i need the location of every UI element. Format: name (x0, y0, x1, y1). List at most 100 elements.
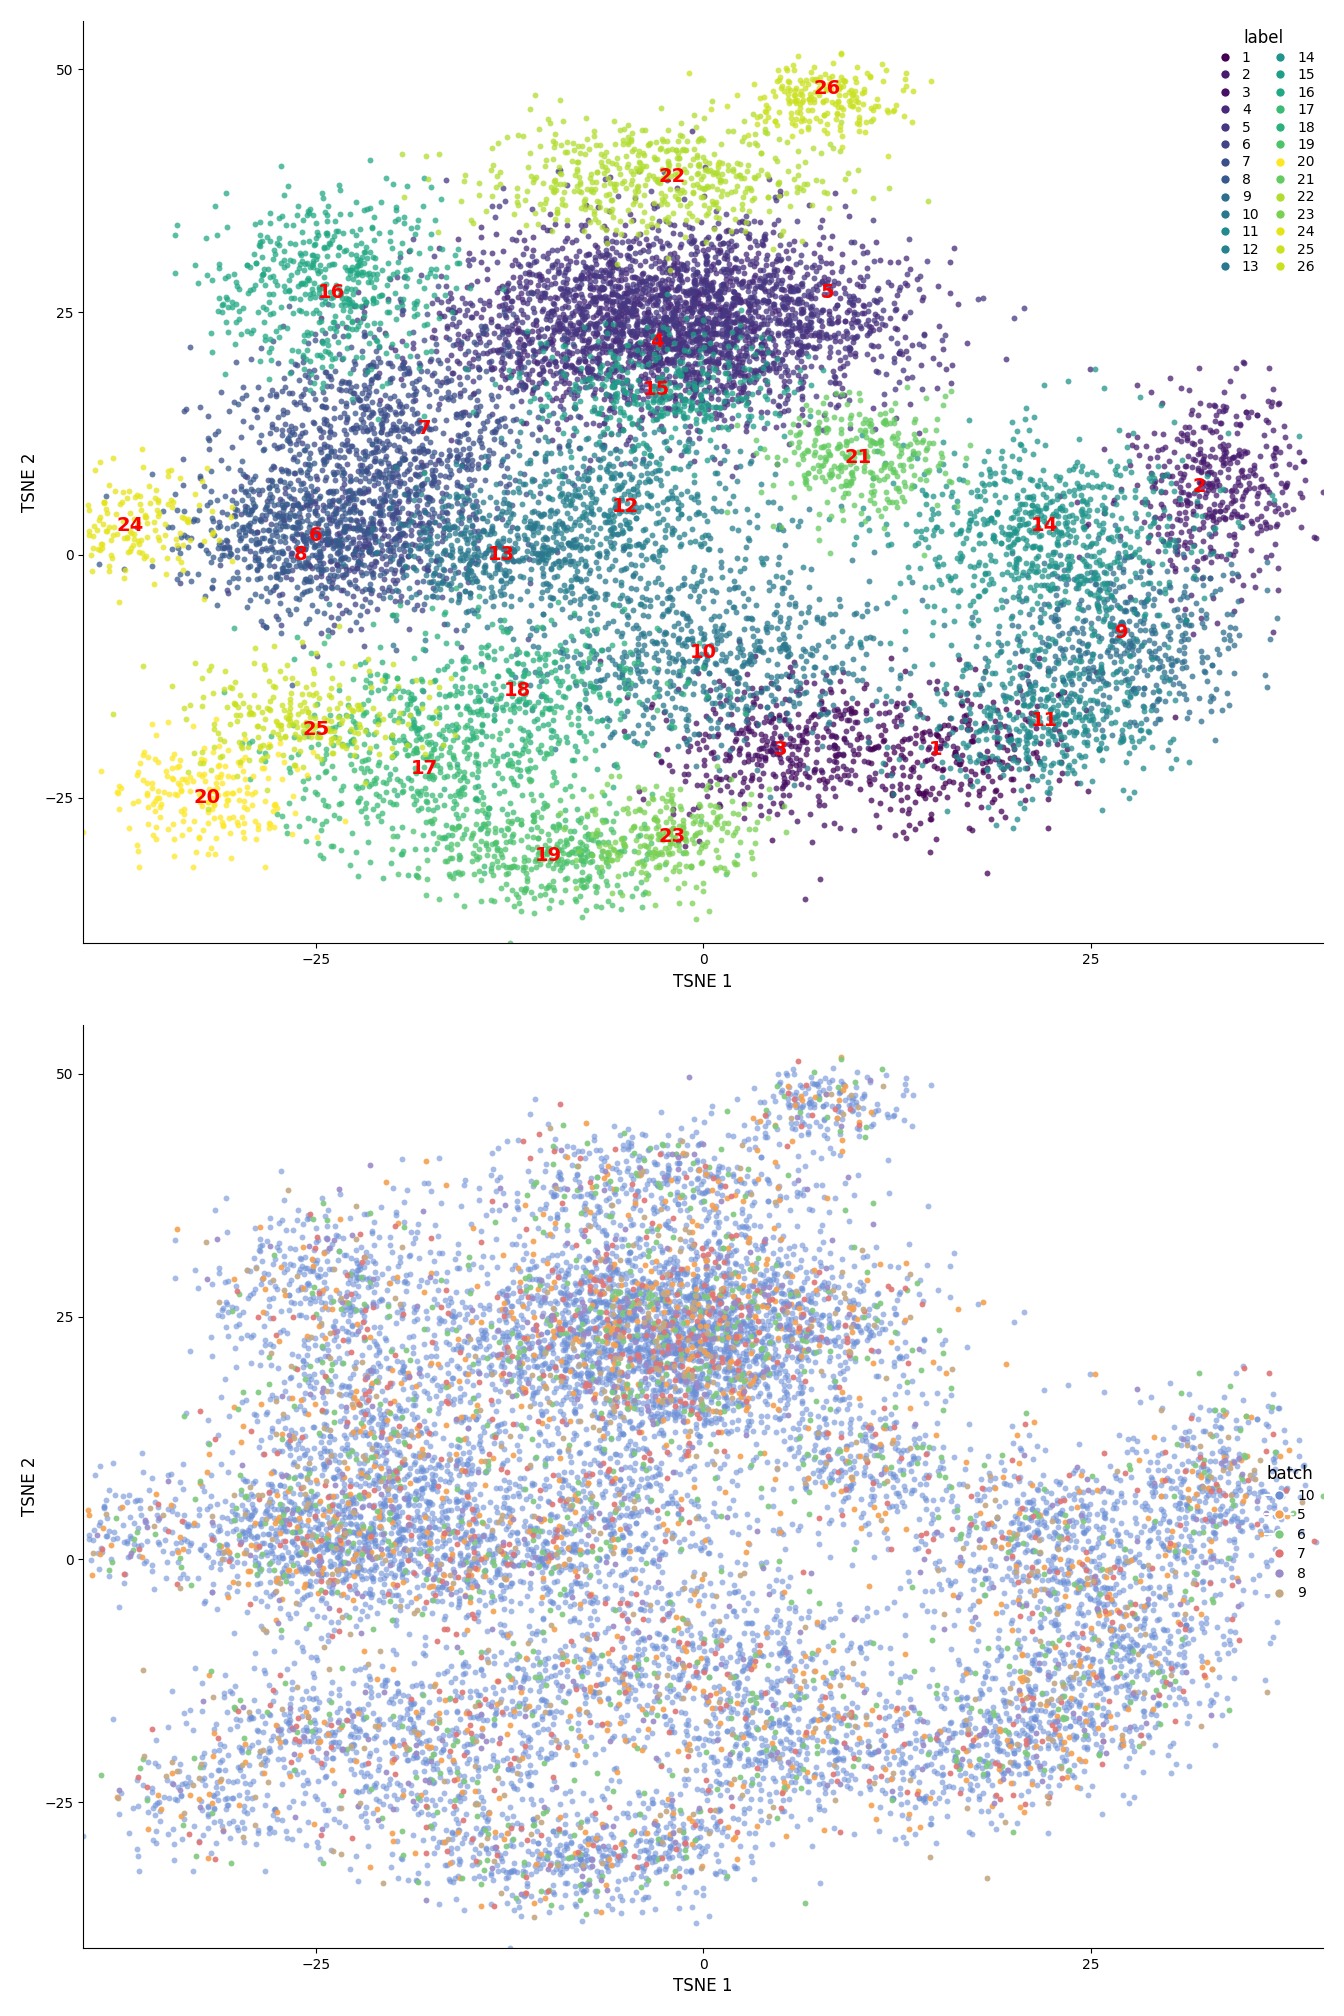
Point (456, 812, 477, 845)
Point (418, 792, 439, 825)
Point (818, 1443, 840, 1476)
Point (845, 452, 867, 484)
Point (1199, 1566, 1220, 1599)
Point (411, 448, 433, 480)
Point (695, 254, 716, 286)
Point (302, 246, 324, 278)
Point (589, 129, 610, 161)
Point (659, 573, 680, 605)
Point (559, 339, 581, 371)
Point (1068, 1667, 1090, 1699)
Point (652, 625, 673, 657)
Point (735, 689, 757, 722)
Point (598, 1264, 620, 1296)
Point (539, 571, 560, 603)
Point (630, 1496, 652, 1528)
Point (687, 1308, 708, 1341)
Point (582, 530, 603, 562)
Point (642, 1318, 664, 1351)
Point (351, 794, 372, 827)
Point (320, 415, 341, 448)
Point (607, 861, 629, 893)
Point (824, 1296, 845, 1329)
Point (511, 1546, 532, 1579)
Point (980, 1704, 1001, 1736)
Point (582, 671, 603, 704)
Point (669, 321, 691, 353)
Point (902, 329, 923, 361)
Point (607, 1502, 629, 1534)
Point (329, 1204, 351, 1236)
Point (677, 308, 699, 341)
Point (810, 1141, 832, 1173)
Point (202, 518, 223, 550)
Point (594, 663, 616, 696)
Point (986, 716, 1008, 748)
Point (722, 268, 743, 300)
Point (624, 1447, 645, 1480)
Point (757, 1695, 778, 1728)
Point (300, 490, 321, 522)
Point (423, 1208, 445, 1240)
Point (689, 530, 711, 562)
Point (646, 393, 668, 425)
Point (1016, 1486, 1038, 1518)
Point (327, 216, 348, 248)
Point (911, 373, 933, 405)
Point (625, 1322, 646, 1355)
Point (630, 361, 652, 393)
Point (320, 544, 341, 577)
Point (785, 75, 806, 107)
Point (470, 1431, 492, 1464)
Point (657, 304, 679, 337)
Point (689, 800, 711, 833)
Point (648, 1210, 669, 1242)
Point (359, 573, 380, 605)
Point (796, 468, 817, 500)
Point (421, 1341, 442, 1373)
Point (473, 1341, 495, 1373)
Point (692, 1314, 714, 1347)
Point (472, 1318, 493, 1351)
Point (437, 1494, 458, 1526)
Point (314, 357, 336, 389)
Point (254, 306, 276, 339)
Point (370, 393, 391, 425)
Point (712, 373, 734, 405)
Point (771, 790, 793, 823)
Point (868, 1677, 890, 1710)
Point (696, 292, 718, 325)
Point (1011, 1564, 1032, 1597)
Point (652, 397, 673, 429)
Point (804, 1091, 825, 1123)
Point (388, 1685, 410, 1718)
Point (673, 337, 695, 369)
Point (737, 1288, 758, 1320)
Point (1110, 1611, 1132, 1643)
Point (718, 698, 739, 730)
Point (364, 1365, 386, 1397)
Point (985, 1748, 1007, 1780)
Point (730, 554, 751, 587)
Point (1007, 746, 1028, 778)
Point (540, 171, 562, 204)
Point (687, 657, 708, 689)
Point (685, 1327, 707, 1359)
Point (331, 1458, 352, 1490)
Point (360, 437, 382, 470)
Point (681, 823, 703, 855)
Point (278, 274, 300, 306)
Point (320, 716, 341, 748)
Point (468, 351, 489, 383)
Point (310, 1554, 332, 1587)
Point (446, 1452, 468, 1484)
Point (813, 69, 835, 101)
Point (777, 1089, 798, 1121)
Point (370, 1413, 391, 1445)
Point (355, 1748, 376, 1780)
Point (566, 528, 587, 560)
Point (702, 1173, 723, 1206)
Point (715, 1623, 737, 1655)
Point (707, 1806, 728, 1839)
Point (685, 286, 707, 319)
